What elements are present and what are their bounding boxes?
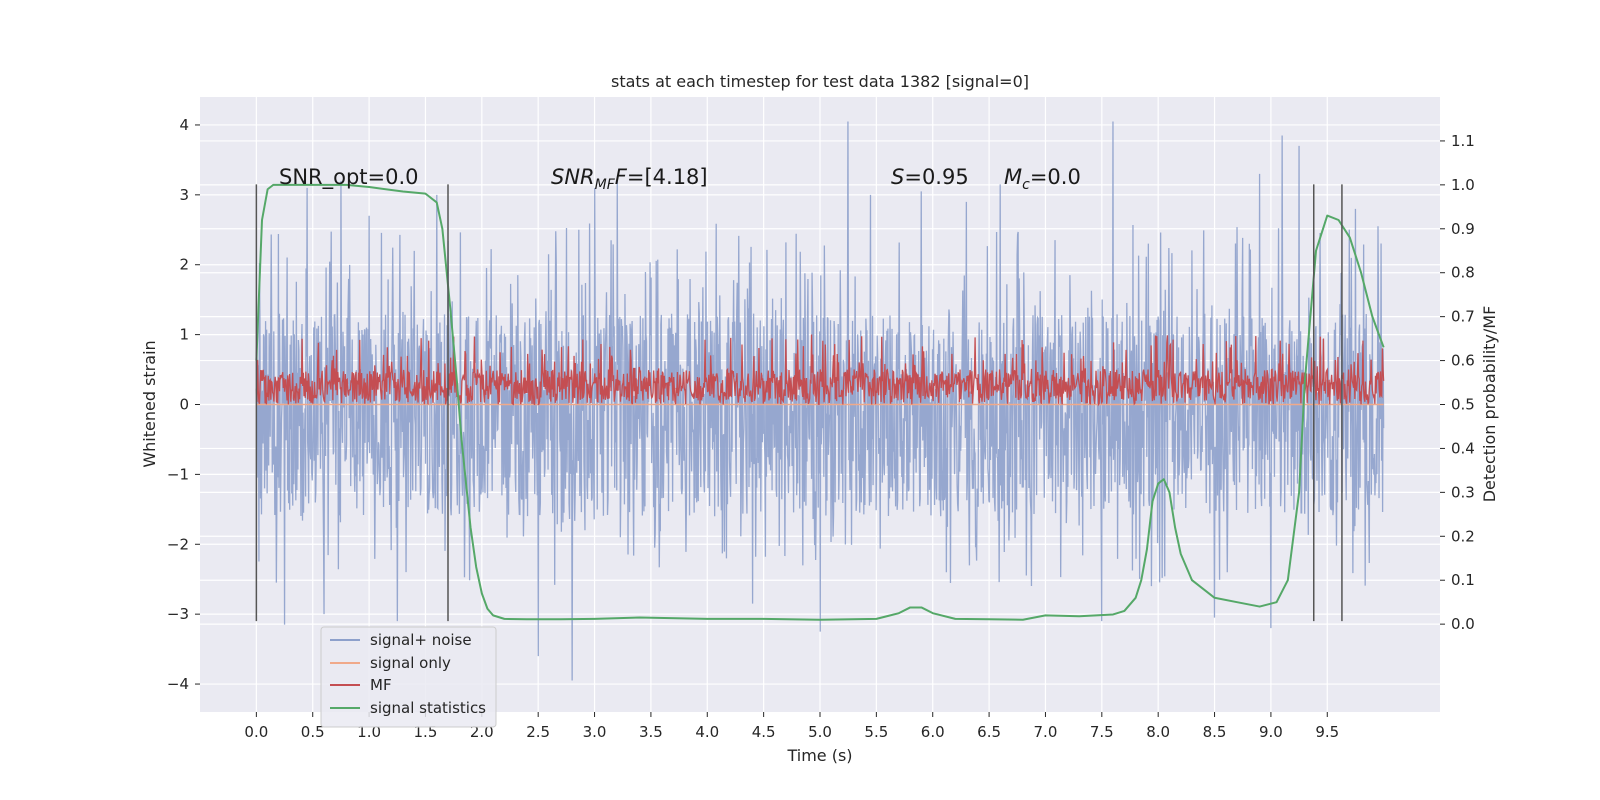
x-tick-label: 3.0 <box>583 723 607 741</box>
y-tick-label: 0 <box>179 396 189 414</box>
y2-tick-label: 0.8 <box>1451 264 1475 282</box>
y-tick-label: −1 <box>167 465 189 483</box>
x-tick-label: 7.5 <box>1090 723 1114 741</box>
y-tick-label: 3 <box>179 186 189 204</box>
legend-label-mf: MF <box>370 676 392 694</box>
snr-mf-f: F <box>615 165 628 189</box>
y-tick-label: −2 <box>167 535 189 553</box>
y2-tick-label: 1.0 <box>1451 176 1475 194</box>
y2-tick-label: 0.3 <box>1451 483 1475 501</box>
mc-annotation: Mc=0.0 <box>1004 165 1081 193</box>
y2-tick-label: 0.2 <box>1451 527 1475 545</box>
series-mf-line <box>255 334 1385 407</box>
y2-tick-label: 0.4 <box>1451 439 1475 457</box>
x-tick-label: 4.0 <box>695 723 719 741</box>
y2-axis-ticks: 1.1 1.0 0.9 0.8 0.7 0.6 0.5 0.4 0.3 0.2 0.1 0.0 <box>1440 132 1475 633</box>
x-tick-label: 5.5 <box>864 723 888 741</box>
snr-mf-annotation: SNRMFF=[4.18] <box>551 165 708 193</box>
x-tick-label: 8.0 <box>1146 723 1170 741</box>
x-tick-label: 7.0 <box>1034 723 1058 741</box>
y2-tick-label: 1.1 <box>1451 132 1475 150</box>
x-tick-label: 3.5 <box>639 723 663 741</box>
x-tick-label: 4.5 <box>752 723 776 741</box>
y2-tick-label: 0.6 <box>1451 352 1475 370</box>
x-tick-label: 0.5 <box>301 723 325 741</box>
series-layer <box>255 121 1385 681</box>
legend-label-signal-noise: signal+ noise <box>370 631 472 649</box>
legend-label-signal-statistics: signal statistics <box>370 699 486 717</box>
y-tick-label: −3 <box>167 605 189 623</box>
y-tick-label: −4 <box>167 675 189 693</box>
vertical-markers <box>255 184 1343 622</box>
x-tick-label: 9.5 <box>1315 723 1339 741</box>
y-axis-label: Whitened strain <box>140 340 159 467</box>
mc-subscript: c <box>1022 177 1030 193</box>
snr-mf-symbol: SNR <box>551 165 595 189</box>
y-tick-label: 4 <box>179 116 189 134</box>
legend-label-signal-only: signal only <box>370 654 451 672</box>
mc-symbol: M <box>1004 165 1022 189</box>
y-tick-label: 2 <box>179 256 189 274</box>
s-value: =0.95 <box>904 165 968 189</box>
y2-axis-label: Detection probability/MF <box>1480 306 1499 503</box>
x-axis-ticks: 0.0 0.5 1.0 1.5 2.0 2.5 3.0 3.5 4.0 4.5 5.0 5.5 6.0 6… <box>244 712 1339 741</box>
y2-tick-label: 0.1 <box>1451 571 1475 589</box>
y2-tick-label: 0.9 <box>1451 220 1475 238</box>
legend-box <box>320 626 497 728</box>
x-tick-label: 2.5 <box>526 723 550 741</box>
y2-tick-label: 0.0 <box>1451 615 1475 633</box>
legend: signal+ noise signal only MF signal stat… <box>320 626 497 728</box>
snr-mf-value: =[4.18] <box>627 165 708 189</box>
x-tick-label: 0.0 <box>244 723 268 741</box>
y2-tick-label: 0.5 <box>1451 396 1475 414</box>
mc-value: =0.0 <box>1030 165 1081 189</box>
chart-title: stats at each timestep for test data 138… <box>611 72 1029 91</box>
snr-opt-annotation: SNR_opt=0.0 <box>279 165 419 190</box>
y-tick-label: 1 <box>179 326 189 344</box>
x-tick-label: 8.5 <box>1203 723 1227 741</box>
x-tick-label: 6.0 <box>921 723 945 741</box>
y-axis-ticks: 4 3 2 1 0 −1 −2 −3 −4 <box>167 116 200 693</box>
s-symbol: S <box>891 165 904 189</box>
x-tick-label: 9.0 <box>1259 723 1283 741</box>
s-annotation: S=0.95 <box>891 165 969 189</box>
x-axis-label: Time (s) <box>786 746 852 765</box>
snr-mf-subscript: MF <box>595 177 616 193</box>
x-tick-label: 5.0 <box>808 723 832 741</box>
annotations: SNR_opt=0.0 SNRMFF=[4.18] S=0.95 Mc=0.0 <box>279 165 1081 193</box>
y2-tick-label: 0.7 <box>1451 308 1475 326</box>
x-tick-label: 6.5 <box>977 723 1001 741</box>
series-signal-statistics-line <box>255 183 1385 621</box>
